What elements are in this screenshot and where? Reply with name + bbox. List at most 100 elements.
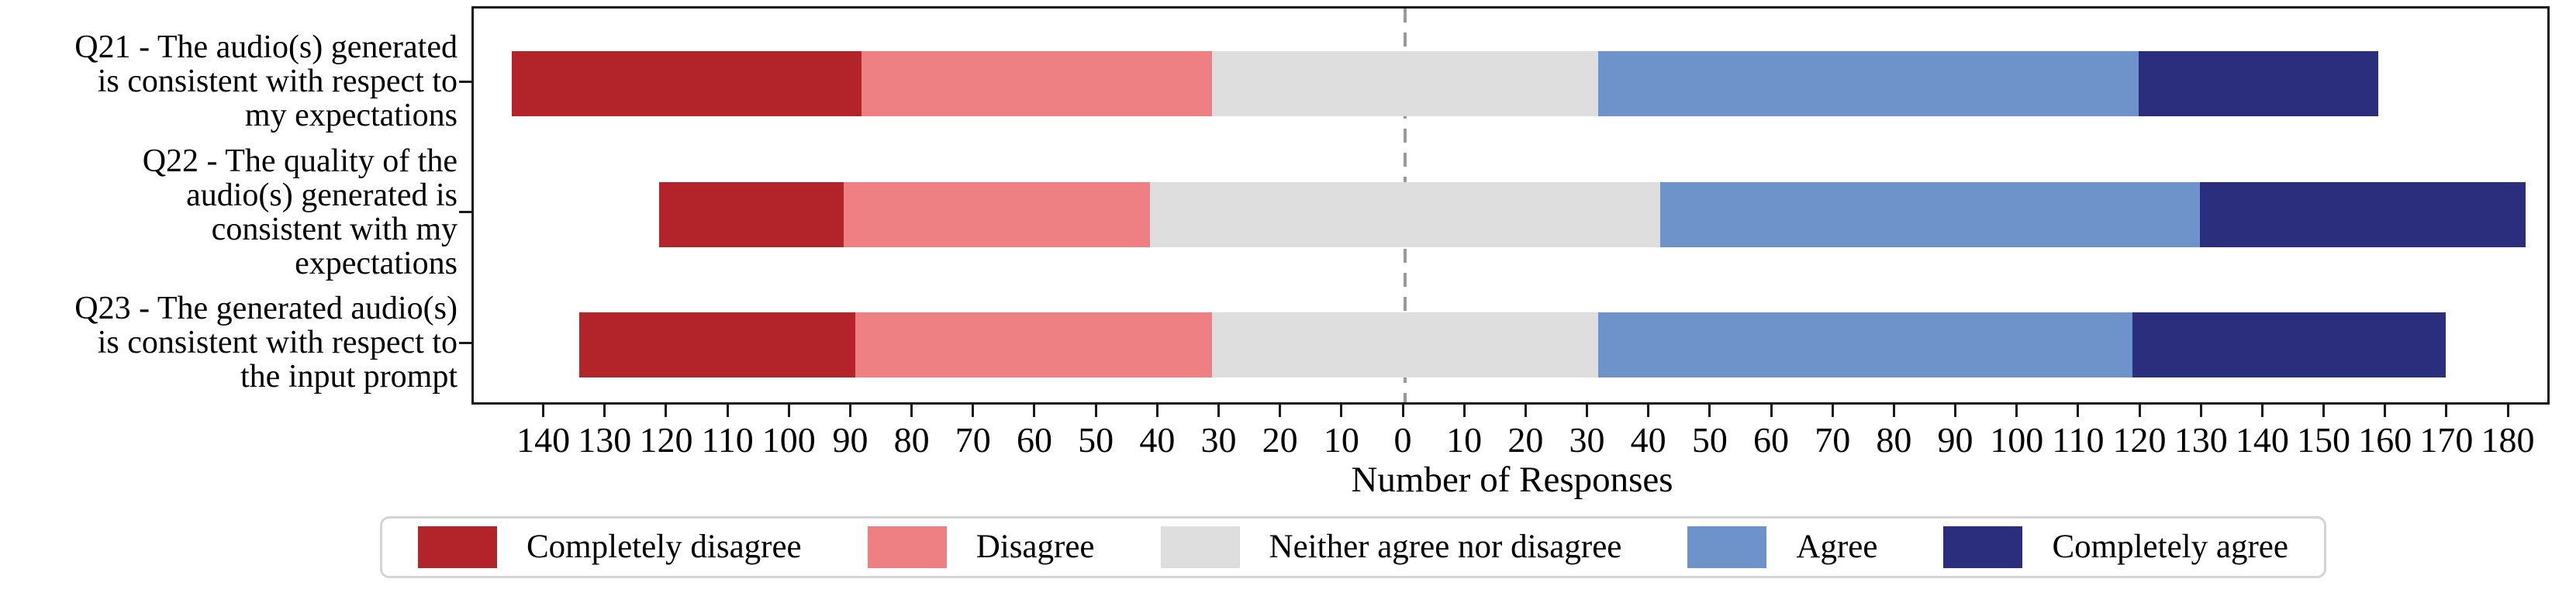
x-axis-tick (1033, 405, 1036, 417)
bar-segment (2132, 312, 2446, 377)
bar-segment (659, 181, 844, 247)
x-axis-tick (1217, 405, 1220, 417)
x-axis-tick (603, 405, 606, 417)
legend-label: Agree (1796, 529, 1878, 565)
x-axis-tick-label: 20 (1507, 420, 1544, 460)
x-axis-tick (2445, 405, 2448, 417)
y-axis-label-line: the input prompt (240, 359, 458, 395)
bar-segment (862, 51, 1212, 116)
y-axis-label-line: is consistent with respect to (97, 64, 458, 99)
x-axis-tick-label: 140 (2235, 420, 2289, 460)
x-axis-tick (910, 405, 913, 417)
x-axis-tick (2077, 405, 2080, 417)
bar-segment (1150, 181, 1660, 247)
x-axis-tick-label: 0 (1393, 420, 1412, 460)
x-axis-tick (2384, 405, 2387, 417)
plot-area (471, 6, 2550, 405)
x-axis-tick-label: 30 (1200, 420, 1237, 460)
legend: Completely disagree Disagree Neither agree… (380, 516, 2326, 578)
x-axis-tick (1770, 405, 1773, 417)
y-axis-label: Q21 - The audio(s) generated is consisten… (74, 30, 458, 133)
legend-label: Completely agree (2052, 529, 2288, 565)
bar-segment (1211, 312, 1599, 377)
legend-swatch (418, 526, 497, 568)
x-axis-tick-label: 30 (1569, 420, 1605, 460)
bar-segment (1211, 51, 1599, 116)
x-axis-tick-label: 80 (1876, 420, 1912, 460)
x-axis-tick (1155, 405, 1159, 417)
x-axis-tick (1647, 405, 1650, 417)
bar-segment (2139, 51, 2378, 116)
x-axis-tick-label: 100 (1990, 420, 2044, 460)
x-axis-tick (1586, 405, 1588, 417)
x-axis-tick-label: 100 (761, 420, 816, 460)
x-axis-tick-label: 10 (1446, 420, 1483, 460)
bar-segment (843, 181, 1151, 247)
x-axis-tick (726, 405, 729, 417)
y-axis-label: Q23 - The generated audio(s) is consisten… (74, 291, 458, 394)
x-axis-tick-label: 160 (2358, 420, 2412, 460)
legend-label: Neither agree nor disagree (1269, 529, 1622, 565)
x-axis-tick-label: 10 (1323, 420, 1359, 460)
y-axis-label-line: Q21 - The audio(s) generated (74, 29, 458, 65)
y-axis-label-line: my expectations (244, 98, 458, 133)
x-axis-tick (665, 405, 668, 417)
x-axis-tick-label: 130 (578, 420, 632, 460)
x-axis-tick-label: 150 (2297, 420, 2351, 460)
y-axis-label: Q22 - The quality of the audio(s) generat… (143, 144, 458, 281)
x-axis-tick-label: 90 (1937, 420, 1973, 460)
x-axis-tick (1524, 405, 1527, 417)
x-axis-tick (1462, 405, 1466, 417)
bar-segment (1598, 51, 2139, 116)
x-axis-tick (1279, 405, 1282, 417)
x-axis-tick (2015, 405, 2018, 417)
legend-swatch (1943, 526, 2023, 568)
legend-item: Neither agree nor disagree (1160, 526, 1622, 568)
y-axis-label-line: audio(s) generated is (186, 177, 458, 213)
x-axis-tick-label: 170 (2419, 420, 2474, 460)
x-axis-tick (2260, 405, 2263, 417)
bar-segment (579, 312, 856, 377)
legend-item: Disagree (867, 526, 1095, 568)
x-axis-tick-label: 60 (1753, 420, 1790, 460)
x-axis-label: Number of Responses (1351, 460, 1673, 500)
legend-item: Agree (1687, 526, 1877, 568)
x-axis-tick-label: 20 (1262, 420, 1298, 460)
x-axis-tick (2322, 405, 2326, 417)
y-axis-tick (459, 80, 471, 83)
x-axis-tick (1954, 405, 1957, 417)
x-axis-tick-label: 60 (1016, 420, 1052, 460)
x-axis-tick-label: 110 (2052, 420, 2105, 460)
bar-segment (855, 312, 1212, 377)
bar-segment (1659, 181, 2201, 247)
y-axis-label-line: consistent with my (211, 211, 458, 247)
x-axis-tick-label: 40 (1139, 420, 1176, 460)
y-axis-label-line: Q23 - The generated audio(s) (74, 291, 458, 326)
legend-swatch (867, 526, 947, 568)
x-axis-tick (2138, 405, 2141, 417)
x-axis-tick-label: 120 (639, 420, 693, 460)
x-axis-tick (2199, 405, 2202, 417)
legend-label: Completely disagree (527, 529, 802, 565)
legend-item: Completely disagree (418, 526, 802, 568)
x-axis-tick-label: 50 (1691, 420, 1728, 460)
x-axis-tick-label: 50 (1078, 420, 1114, 460)
x-axis-tick (1094, 405, 1097, 417)
y-axis-label-line: is consistent with respect to (97, 325, 458, 360)
x-axis-tick-label: 130 (2174, 420, 2228, 460)
x-axis-tick (1892, 405, 1895, 417)
bar-segment (512, 51, 862, 116)
legend-label: Disagree (975, 529, 1095, 565)
x-axis-tick-label: 110 (701, 420, 754, 460)
x-axis-tick-label: 70 (955, 420, 991, 460)
x-axis-tick (2506, 405, 2509, 417)
bar-segment (1598, 312, 2133, 377)
x-axis-tick (848, 405, 851, 417)
legend-item: Completely agree (1943, 526, 2288, 568)
x-axis-tick (787, 405, 790, 417)
x-axis-tick-label: 180 (2481, 420, 2535, 460)
y-axis-label-line: Q22 - The quality of the (142, 143, 458, 179)
x-axis-tick (1831, 405, 1834, 417)
x-axis-tick-label: 70 (1815, 420, 1851, 460)
